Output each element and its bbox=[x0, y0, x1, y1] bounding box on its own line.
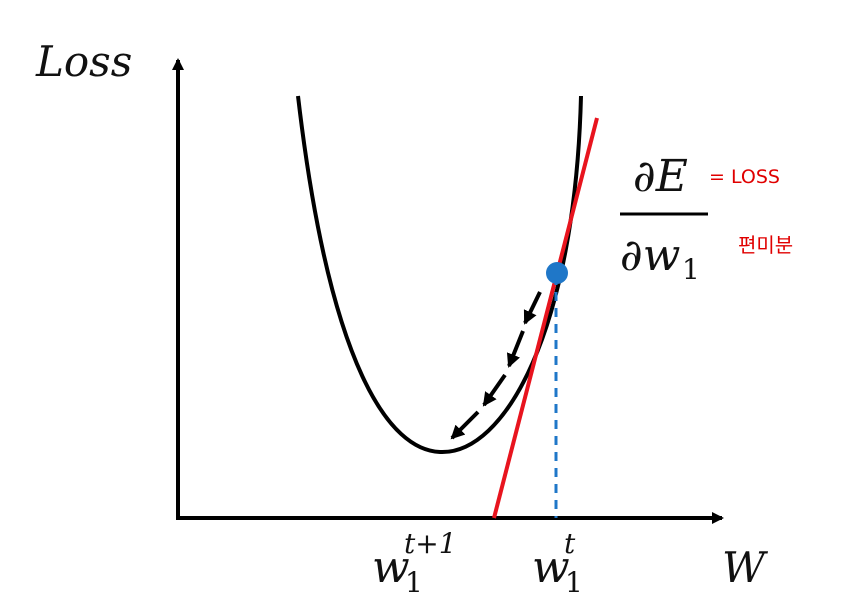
step-arrow-1 bbox=[523, 291, 542, 325]
x-axis-label: W bbox=[722, 543, 769, 592]
dashed-down-left-arrows-icon bbox=[450, 291, 542, 440]
loss-curve bbox=[296, 95, 583, 455]
derivative-denominator: ∂w bbox=[620, 230, 680, 281]
w-next-sub: 1 bbox=[405, 566, 423, 599]
annotation-equals-loss: = LOSS bbox=[709, 166, 780, 188]
step-arrow-2 bbox=[506, 330, 525, 368]
w-next-base: w bbox=[372, 542, 410, 593]
w-current-sub: 1 bbox=[565, 566, 583, 599]
tick-label-w-current: w 1 t bbox=[532, 527, 583, 599]
step-arrow-3 bbox=[482, 373, 507, 407]
annotation-partial-derivative: 편미분 bbox=[738, 233, 793, 257]
step-arrow-4 bbox=[450, 410, 480, 440]
derivative-denominator-sub: 1 bbox=[682, 253, 700, 286]
partial-derivative-fraction: ∂E ∂w 1 bbox=[620, 151, 708, 286]
tick-label-w-next: w 1 t+1 bbox=[372, 527, 457, 599]
derivative-numerator: ∂E bbox=[633, 151, 688, 202]
w-current-base: w bbox=[532, 542, 570, 593]
tangent-line bbox=[492, 117, 599, 519]
w-next-sup: t+1 bbox=[404, 527, 457, 560]
current-point bbox=[546, 262, 568, 284]
w-current-sup: t bbox=[564, 527, 576, 560]
y-axis-label: Loss bbox=[35, 37, 132, 86]
